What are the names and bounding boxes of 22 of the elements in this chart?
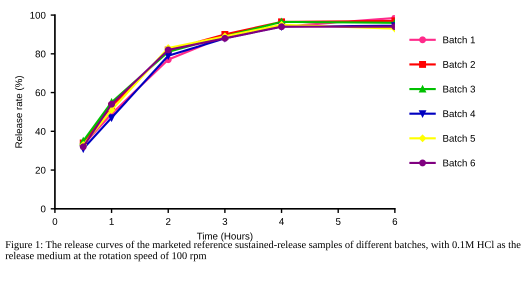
x-tick-label: 4 bbox=[279, 218, 284, 225]
y-tick-label: 80 bbox=[35, 50, 46, 58]
x-tick-label: 3 bbox=[222, 218, 228, 225]
legend-label: Batch 1 bbox=[443, 36, 475, 44]
legend-label: Batch 6 bbox=[443, 159, 476, 166]
y-tick-label: 60 bbox=[36, 89, 46, 96]
y-tick-label: 40 bbox=[35, 128, 46, 135]
x-tick-label: 6 bbox=[392, 218, 398, 225]
x-tick-label: 2 bbox=[166, 218, 170, 225]
y-tick-label: 20 bbox=[36, 166, 46, 174]
y-axis-title: Release rate (%) bbox=[15, 76, 24, 148]
y-tick-label: 0 bbox=[40, 206, 46, 212]
legend-label: Batch 5 bbox=[443, 134, 476, 142]
x-tick-label: 5 bbox=[336, 218, 341, 225]
legend-label: Batch 3 bbox=[443, 85, 476, 93]
y-tick-label: 100 bbox=[30, 12, 46, 19]
legend-label: Batch 2 bbox=[443, 60, 475, 68]
legend-label: Batch 4 bbox=[443, 110, 476, 118]
caption: Figure 1: The release curves of the marketed reference sustained-release samples of different batches, with 0.1M HCl as the release medium at the rotation speed of 100 rpm bbox=[5, 240, 521, 262]
x-tick-label: 0 bbox=[52, 218, 58, 225]
x-tick-label: 1 bbox=[110, 218, 114, 225]
x-axis-title: Time (Hours) bbox=[196, 232, 252, 242]
